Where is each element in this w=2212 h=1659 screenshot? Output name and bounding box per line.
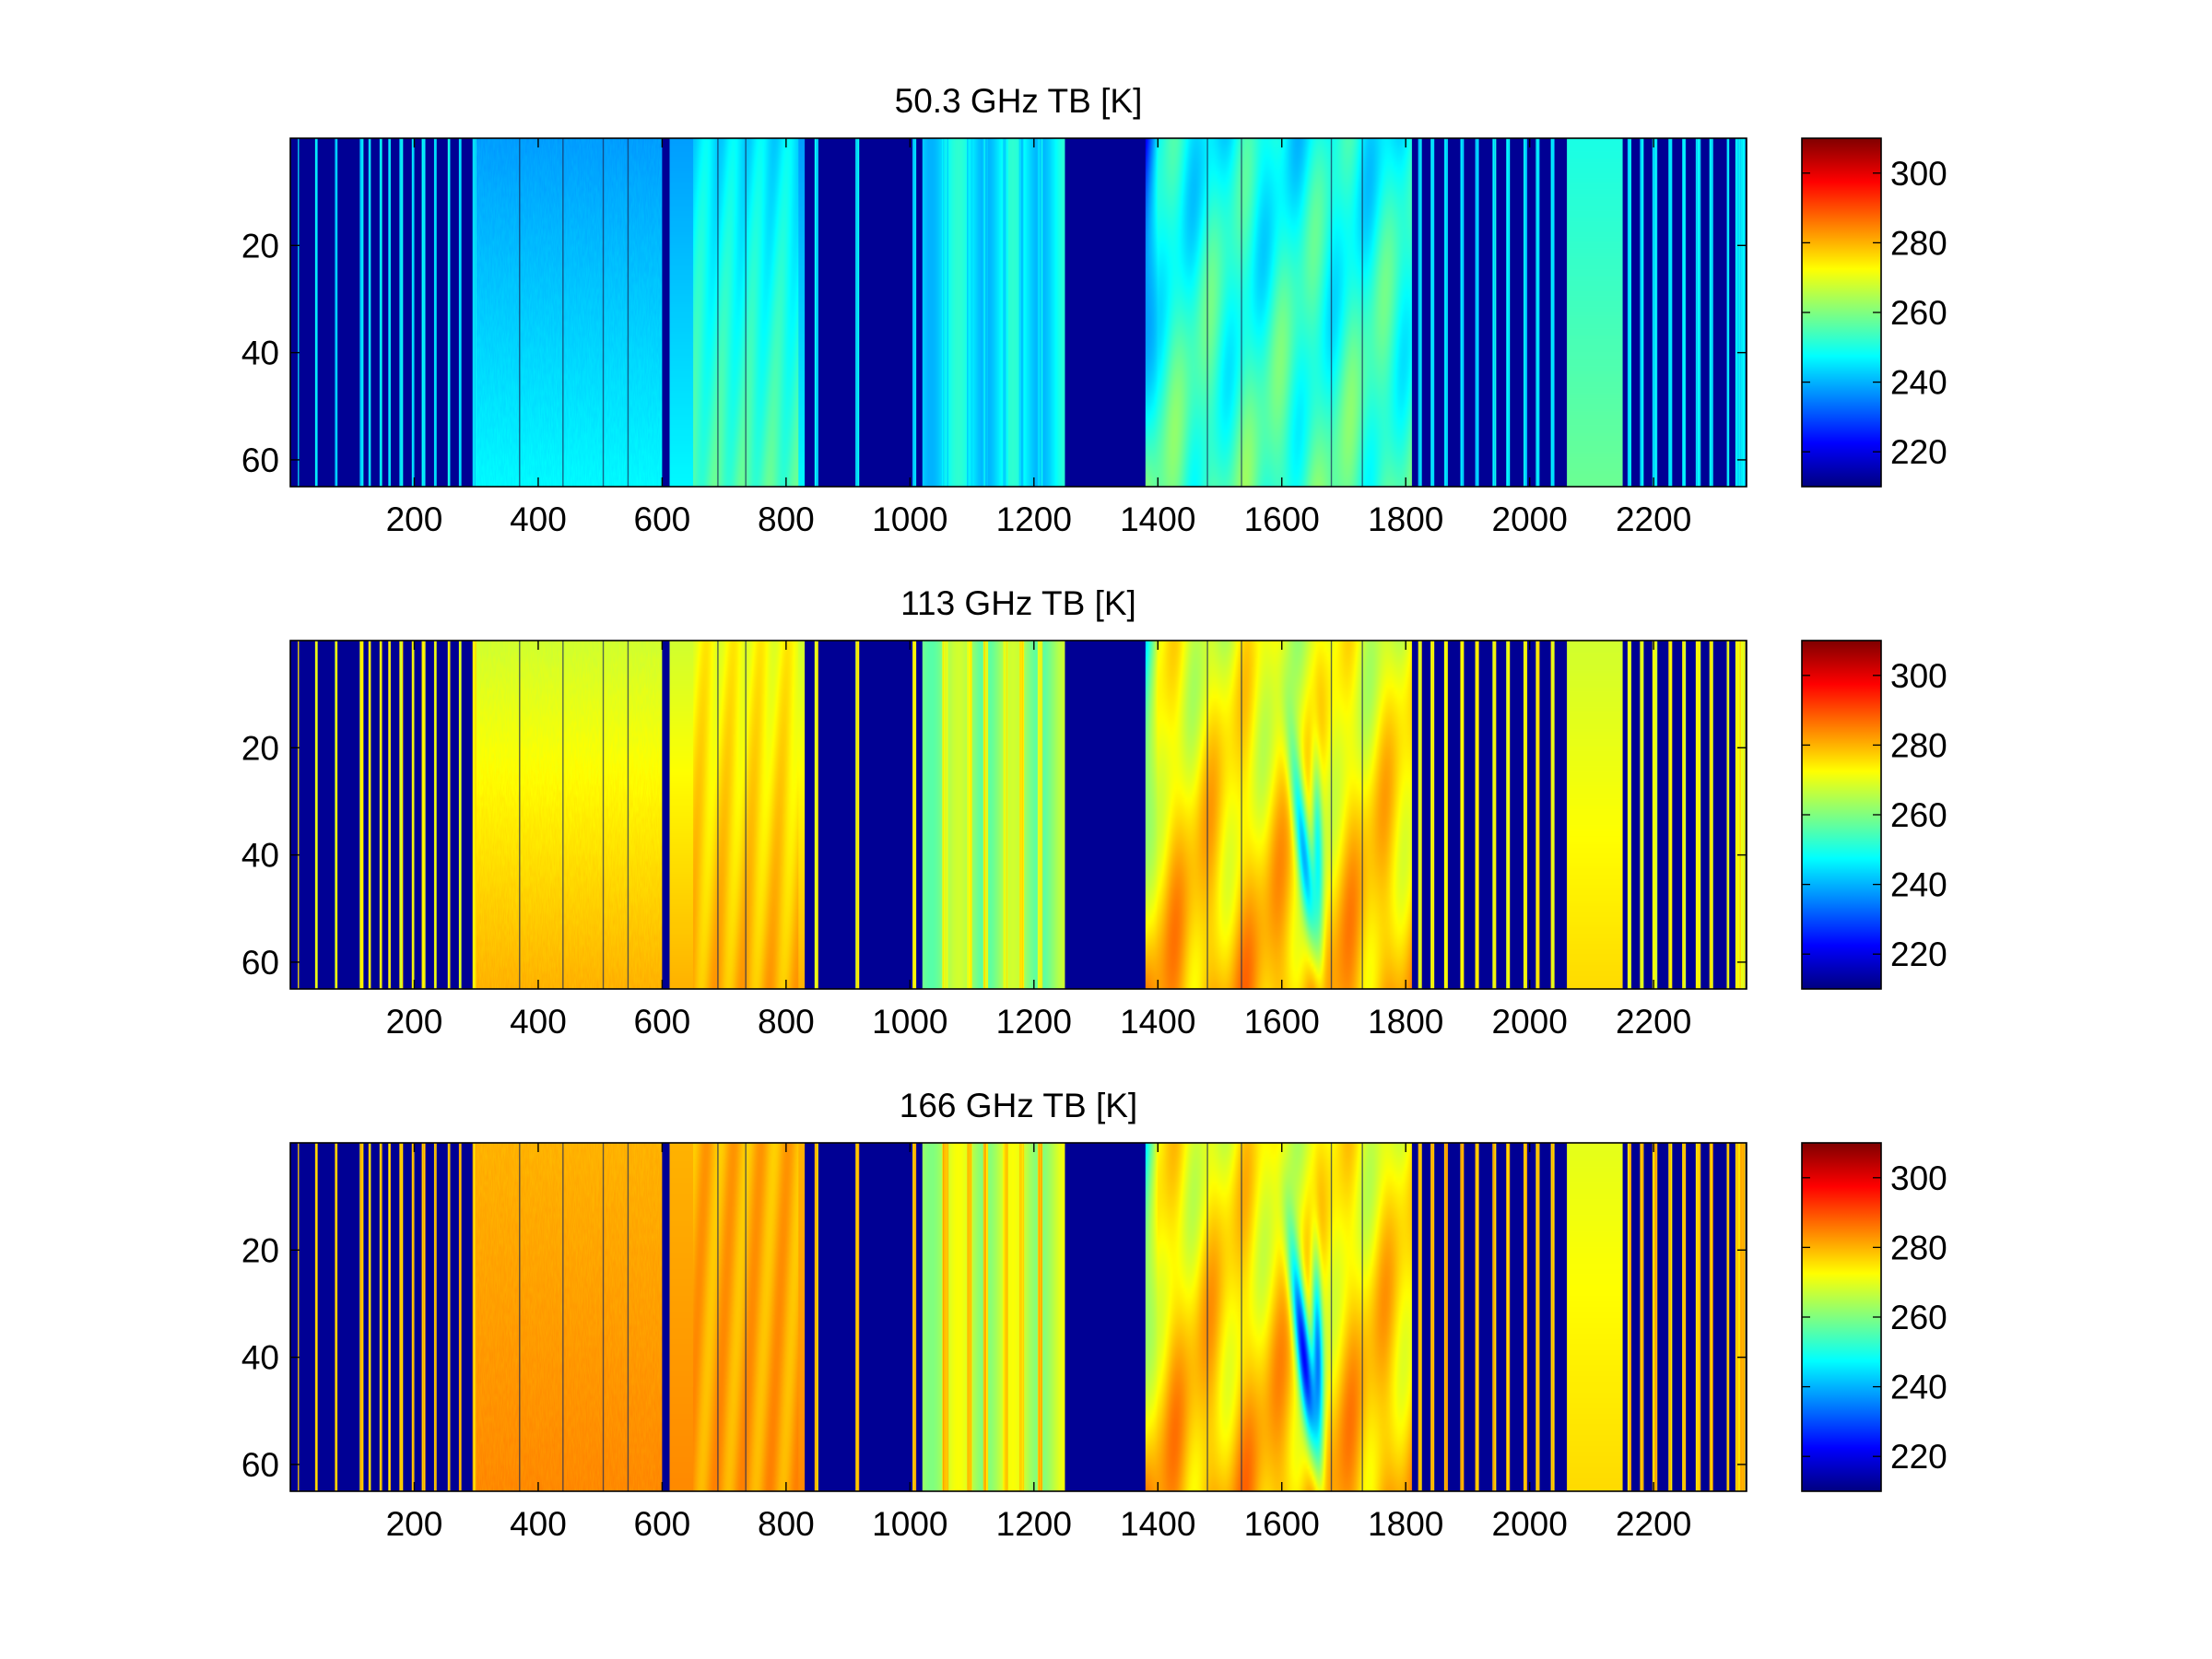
x-tick-label: 2000	[1492, 1505, 1568, 1543]
y-tick-label: 40	[241, 335, 279, 372]
x-tick-label: 1800	[1368, 500, 1443, 538]
colorbar-tick-label: 300	[1890, 657, 1947, 695]
y-tick-label: 60	[241, 944, 279, 982]
plot-frame	[289, 640, 1747, 990]
y-tick-label: 60	[241, 1446, 279, 1484]
x-tick-label: 400	[510, 500, 567, 538]
colorbar-scale	[1801, 640, 1882, 990]
panel-1: 50.3 GHz TB [K] 200 400 600 800 1000 1200 1400 1…	[241, 82, 1947, 538]
heatmap-image	[290, 138, 1747, 487]
colorbar-tick-label: 220	[1890, 1438, 1947, 1476]
y-tick-label: 20	[241, 227, 279, 265]
x-tick-label: 200	[386, 500, 443, 538]
plot-frame	[289, 137, 1747, 488]
colorbar-tick-label: 260	[1890, 796, 1947, 834]
x-tick-label: 200	[386, 1003, 443, 1041]
x-tick-label: 800	[758, 1505, 815, 1543]
colorbar-tick-label: 220	[1890, 935, 1947, 973]
y-tick-label: 20	[241, 729, 279, 767]
colorbar-tick-label: 220	[1890, 433, 1947, 471]
x-tick-label: 800	[758, 1003, 815, 1041]
x-tick-label: 600	[634, 500, 691, 538]
colorbar-tick-label: 260	[1890, 294, 1947, 332]
x-tick-label: 1800	[1368, 1505, 1443, 1543]
x-tick-label: 1800	[1368, 1003, 1443, 1041]
chart-title: 113 GHz TB [K]	[900, 584, 1136, 622]
x-tick-label: 2000	[1492, 500, 1568, 538]
x-tick-label: 2200	[1616, 500, 1691, 538]
x-tick-label: 1200	[996, 1003, 1072, 1041]
x-tick-label: 400	[510, 1505, 567, 1543]
y-tick-label: 60	[241, 441, 279, 479]
colorbar-scale	[1801, 137, 1882, 488]
x-tick-label: 2200	[1616, 1003, 1691, 1041]
x-tick-label: 1400	[1120, 1505, 1195, 1543]
y-tick-label: 40	[241, 1339, 279, 1377]
colorbar-tick-label: 280	[1890, 726, 1947, 764]
plot-frame	[289, 1142, 1747, 1492]
x-tick-label: 2000	[1492, 1003, 1568, 1041]
x-tick-label: 1200	[996, 500, 1072, 538]
y-tick-label: 20	[241, 1231, 279, 1269]
colorbar-tick-label: 240	[1890, 866, 1947, 904]
chart-title: 166 GHz TB [K]	[900, 1087, 1137, 1124]
x-tick-label: 400	[510, 1003, 567, 1041]
colorbar-tick-label: 260	[1890, 1299, 1947, 1336]
chart-title: 50.3 GHz TB [K]	[895, 82, 1143, 120]
x-tick-label: 1000	[872, 500, 947, 538]
colorbar-tick-label: 280	[1890, 1229, 1947, 1266]
colorbar-tick-label: 240	[1890, 1369, 1947, 1406]
heatmap-image	[290, 641, 1747, 989]
colorbar: 220 240 260 280 300	[1801, 640, 1947, 990]
x-tick-label: 200	[386, 1505, 443, 1543]
colorbar-scale	[1801, 1142, 1882, 1492]
x-tick-label: 800	[758, 500, 815, 538]
x-tick-label: 1600	[1244, 500, 1320, 538]
x-tick-label: 1400	[1120, 1003, 1195, 1041]
panel-3: 166 GHz TB [K] 200 400 600 800 1000 1200 1400 16…	[241, 1087, 1947, 1543]
x-tick-label: 1200	[996, 1505, 1072, 1543]
colorbar-tick-label: 240	[1890, 364, 1947, 402]
x-tick-label: 1000	[872, 1505, 947, 1543]
colorbar: 220 240 260 280 300	[1801, 1142, 1947, 1492]
heatmap-image	[290, 1143, 1747, 1491]
x-tick-label: 1600	[1244, 1003, 1320, 1041]
x-tick-label: 1000	[872, 1003, 947, 1041]
x-tick-label: 600	[634, 1003, 691, 1041]
panel-2: 113 GHz TB [K] 200 400 600 800 1000 1200 1400 16…	[241, 584, 1947, 1041]
x-tick-label: 1400	[1120, 500, 1195, 538]
colorbar-tick-label: 300	[1890, 155, 1947, 193]
x-tick-label: 600	[634, 1505, 691, 1543]
x-tick-label: 1600	[1244, 1505, 1320, 1543]
y-tick-label: 40	[241, 837, 279, 875]
x-tick-label: 2200	[1616, 1505, 1691, 1543]
colorbar-tick-label: 280	[1890, 224, 1947, 262]
colorbar-tick-label: 300	[1890, 1159, 1947, 1197]
colorbar: 220 240 260 280 300	[1801, 137, 1947, 488]
